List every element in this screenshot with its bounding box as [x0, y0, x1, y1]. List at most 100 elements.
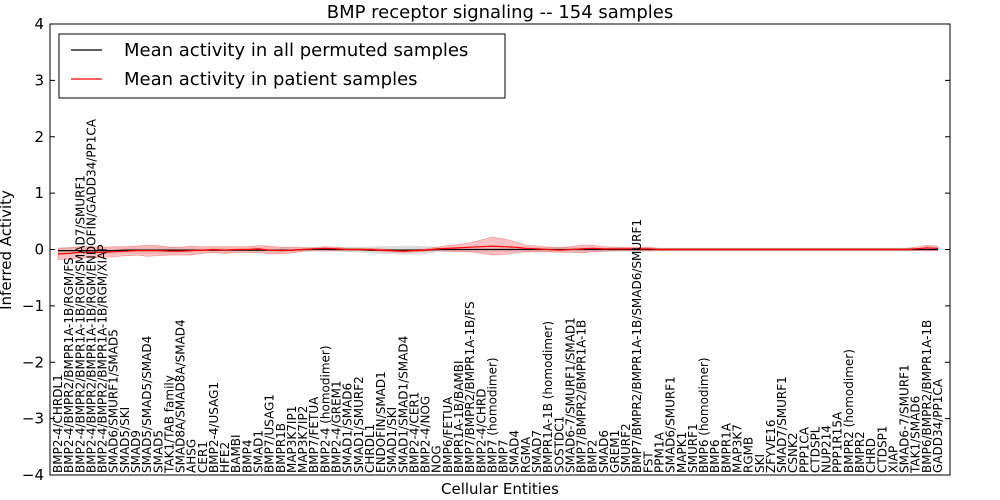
y-tick-label: −2 [22, 353, 44, 371]
x-tick-label: BMP7/BMPR2/BMPR1A-1B [575, 320, 589, 473]
x-tick-label: BMP2-4/GREM1 [330, 380, 344, 473]
x-tick-label: SMAD4 [508, 430, 522, 473]
x-tick-label: SMAD1/SMAD6 [341, 383, 355, 473]
x-tick-label: FST [641, 451, 655, 473]
y-tick-label: 0 [34, 241, 44, 259]
y-tick-label: −3 [22, 410, 44, 428]
x-tick-label: SMAD1/SMURF2 [352, 376, 366, 473]
x-tick-label: MAP3K7 [731, 424, 745, 473]
x-tick-label: SMURF1 [686, 423, 700, 473]
x-tick-label: ENDOFIN/SMAD1 [374, 371, 388, 473]
x-tick-label: XIAP [886, 446, 900, 473]
y-tick-label: 2 [34, 128, 44, 146]
x-tick-label: RGMB [742, 437, 756, 473]
x-tick-label: NUP214 [820, 425, 834, 473]
x-tick-label: BMP2-4/USAG1 [207, 382, 221, 473]
x-tick-label: MAPK1 [675, 432, 689, 473]
x-tick-label: BMP4 [240, 440, 254, 473]
x-tick-label: MAP3K7IP1 [285, 406, 299, 473]
x-tick-label: CTDSPL [809, 426, 823, 473]
x-tick-label: BMP2-4/CHRDL1 [51, 374, 65, 473]
x-tick-label: BMP7/FETUA [307, 396, 321, 473]
x-tick-label: BMP7/BMPR2/BMPR1A-1B/FS [463, 301, 477, 473]
legend: Mean activity in all permuted samples Me… [58, 33, 506, 99]
x-tick-label: MAP3K7IP2 [296, 406, 310, 473]
x-tick-label: BMP2-4/BMPR2/BMPR1A-1B/RGM/XIAP [96, 244, 110, 473]
x-tick-label: BMP6/BMPR2/BMPR1A-1B [920, 320, 934, 473]
x-tick-label: BMP2-4/BMPR2/BMPR1A-1B/RGM/ENDOFIN/GADD3… [84, 118, 98, 473]
x-tick-label: BMPR1B [274, 423, 288, 473]
x-tick-label: BMP6/FETUA [441, 396, 455, 473]
x-tick-label: CTDSP1 [875, 426, 889, 473]
x-tick-label: BMP7/USAG1 [263, 394, 277, 473]
x-tick-label: BMPR1A-1B (homodimer) [541, 321, 555, 473]
x-tick-label: SMAD5 [151, 430, 165, 473]
x-tick-label: SMAD8A/SMAD8A/SMAD4 [174, 319, 188, 473]
y-tick-label: −4 [22, 466, 44, 484]
x-tick-label: CSNK2 [786, 433, 800, 473]
x-tick-label: SMAD6-7/SMURF1 [898, 364, 912, 473]
x-tick-label: PPM1A [653, 432, 667, 473]
x-tick-label: BMP6 (homodimer) [697, 357, 711, 473]
x-tick-label: BMP2 [586, 440, 600, 473]
x-tick-label: BMPR1A-1B/BAMBI [452, 360, 466, 473]
x-tick-label: TAK1/TAB family [162, 375, 176, 474]
plot-frame [49, 23, 951, 476]
x-tick-label: BMP7 [497, 440, 511, 473]
x-tick-label: CHRDL1 [363, 424, 377, 473]
x-tick-label: HFE2 [218, 442, 232, 473]
x-tick-label: SMAD9 [129, 430, 143, 473]
x-tick-label: SMAD5/SMAD5/SMAD4 [140, 336, 154, 473]
x-tick-label: BMP2-4/BMPR2/BMPR1A-1B/RGM/SMAD7/SMURF1 [73, 175, 87, 473]
patient-spread-band [57, 236, 939, 260]
x-tick-label: SMAD7 [530, 430, 544, 473]
series-line-patient [57, 245, 939, 255]
x-tick-label: SMAD6-7/SMURF1/SMAD1 [563, 317, 577, 473]
x-tick-label: SMAD7/SMURF1 [775, 376, 789, 473]
x-tick-label: BMP7/BMPR2/BMPR1A-1B/SMAD6/SMURF1 [630, 219, 644, 473]
x-tick-label: BMP2-4/NOG [419, 396, 433, 473]
x-tick-label: SMAD1/SMAD1/SMAD4 [396, 336, 410, 473]
y-tick-label: −1 [22, 297, 44, 315]
x-tick-label: ZFYVE16 [764, 419, 778, 473]
x-tick-label: SMAD6/SMURF1/SMAD5 [107, 329, 121, 473]
x-tick-label: SMAD1/SKI [385, 407, 399, 473]
x-tick-label: TAK1/SMAD6 [909, 396, 923, 474]
x-tick-label: CHRD [864, 438, 878, 473]
x-tick-label: BMP2-4/CER1 [408, 392, 422, 473]
x-tick-label: SMAD6 [597, 430, 611, 473]
x-tick-label: GREM1 [608, 430, 622, 473]
x-tick-label: BMP2-4 (homodimer) [318, 345, 332, 473]
x-tick-label: RGMA [519, 436, 533, 473]
x-tick-label: SMAD1 [252, 430, 266, 473]
x-tick-label: SKI [753, 454, 767, 473]
x-tick-label: NOG [430, 445, 444, 473]
y-tick-label: 3 [34, 71, 44, 89]
x-tick-label: SOSTDC1 [552, 416, 566, 473]
x-axis-label: Cellular Entities [441, 480, 559, 498]
x-tick-label: BMPR2 [853, 431, 867, 473]
x-tick-label: BAMBI [229, 434, 243, 473]
x-tick-label: BMP6 [708, 440, 722, 473]
legend-label-patient: Mean activity in patient samples [124, 69, 418, 90]
y-tick-label: 4 [34, 15, 44, 33]
x-tick-label: BMPR1A [719, 422, 733, 473]
legend-label-permuted: Mean activity in all permuted samples [124, 40, 468, 61]
x-tick-label: BMP7 (homodimer) [485, 357, 499, 473]
x-tick-label: CER1 [196, 441, 210, 473]
legend-box [58, 33, 506, 99]
x-tick-label: PPP1R15A [831, 411, 845, 473]
y-axis-label: Inferred Activity [0, 190, 15, 310]
x-tick-label: BMP2-4/BMPR2/BMPR1A-1B/RGM/FS [62, 257, 76, 473]
x-tick-label: AHSG [185, 439, 199, 473]
x-tick-label: SMURF2 [619, 423, 633, 473]
x-tick-label: SMAD5/SKI [118, 407, 132, 473]
chart-title: BMP receptor signaling -- 154 samples [327, 2, 674, 23]
x-tick-label: GADD34/PP1CA [931, 378, 945, 473]
x-tick-label: BMP2-4/CHRD [474, 389, 488, 473]
x-tick-label: PPP1CA [797, 426, 811, 473]
x-tick-label: SMAD6/SMURF1 [664, 376, 678, 473]
y-tick-label: 1 [34, 184, 44, 202]
x-tick-label: BMPR2 (homodimer) [842, 349, 856, 473]
